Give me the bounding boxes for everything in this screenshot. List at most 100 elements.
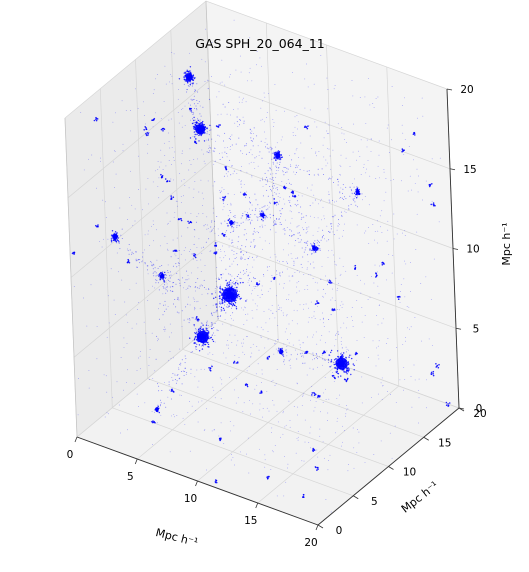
gas-particle bbox=[201, 328, 203, 331]
gas-particle bbox=[338, 309, 340, 311]
gas-particle bbox=[306, 63, 307, 65]
gas-particle bbox=[179, 282, 181, 284]
gas-particle bbox=[127, 369, 129, 371]
gas-particle bbox=[378, 304, 380, 306]
gas-particle bbox=[395, 401, 397, 403]
gas-particle bbox=[211, 327, 213, 330]
gas-particle bbox=[160, 117, 162, 119]
gas-particle bbox=[284, 426, 286, 428]
gas-particle bbox=[252, 299, 254, 301]
gas-particle bbox=[179, 394, 181, 396]
gas-particle bbox=[220, 422, 222, 424]
gas-particle bbox=[227, 215, 229, 217]
gas-particle bbox=[144, 249, 146, 251]
gas-particle bbox=[387, 220, 389, 222]
gas-particle bbox=[219, 286, 221, 288]
gas-particle bbox=[225, 173, 227, 175]
gas-particle bbox=[271, 148, 273, 150]
gas-particle bbox=[194, 119, 196, 121]
gas-particle bbox=[336, 350, 339, 352]
gas-particle bbox=[231, 263, 233, 265]
gas-particle bbox=[322, 402, 324, 403]
gas-particle bbox=[153, 264, 155, 266]
gas-particle bbox=[358, 431, 360, 433]
gas-particle bbox=[218, 91, 220, 93]
gas-particle bbox=[298, 165, 299, 167]
gas-particle bbox=[286, 167, 288, 169]
gas-particle bbox=[284, 455, 286, 457]
gas-particle bbox=[270, 149, 272, 151]
gas-particle bbox=[283, 495, 285, 497]
gas-particle bbox=[96, 325, 98, 327]
gas-particle bbox=[306, 268, 308, 270]
gas-particle bbox=[235, 143, 237, 145]
gas-particle bbox=[416, 117, 418, 119]
gas-particle bbox=[105, 217, 107, 218]
gas-particle bbox=[410, 291, 411, 293]
gas-particle bbox=[288, 342, 290, 344]
gas-particle bbox=[207, 80, 209, 82]
gas-particle bbox=[347, 371, 349, 373]
gas-particle bbox=[290, 183, 292, 185]
gas-particle bbox=[330, 349, 333, 352]
gas-particle bbox=[183, 179, 185, 181]
gas-particle bbox=[161, 390, 163, 391]
gas-particle bbox=[183, 250, 185, 252]
gas-particle bbox=[240, 71, 242, 73]
gas-particle bbox=[381, 399, 383, 401]
gas-particle bbox=[324, 218, 325, 220]
gas-particle bbox=[381, 377, 383, 379]
gas-particle bbox=[205, 28, 207, 30]
gas-particle bbox=[228, 285, 231, 288]
gas-particle bbox=[234, 283, 236, 285]
gas-particle bbox=[263, 274, 264, 275]
gas-particle bbox=[311, 148, 313, 150]
gas-particle bbox=[282, 261, 284, 262]
gas-particle bbox=[196, 100, 198, 101]
gas-particle bbox=[247, 281, 249, 283]
gas-particle bbox=[331, 372, 333, 373]
gas-particle bbox=[322, 295, 323, 297]
gas-particle bbox=[272, 214, 274, 216]
gas-particle bbox=[298, 224, 300, 226]
gas-particle bbox=[249, 201, 251, 203]
gas-particle bbox=[239, 277, 241, 279]
gas-particle bbox=[286, 314, 288, 316]
gas-particle bbox=[167, 132, 169, 134]
gas-particle bbox=[252, 145, 254, 147]
gas-particle bbox=[176, 272, 178, 274]
gas-particle bbox=[393, 179, 395, 181]
gas-particle bbox=[345, 351, 347, 353]
gas-particle bbox=[165, 292, 167, 294]
gas-particle bbox=[276, 259, 278, 261]
gas-particle bbox=[269, 256, 271, 258]
gas-particle bbox=[336, 358, 338, 360]
gas-particle bbox=[165, 165, 167, 167]
gas-particle bbox=[220, 274, 222, 276]
gas-particle bbox=[256, 285, 258, 287]
gas-particle bbox=[181, 109, 182, 111]
gas-particle bbox=[228, 281, 230, 283]
gas-particle bbox=[242, 351, 244, 353]
gas-particle bbox=[243, 338, 245, 340]
gas-particle bbox=[214, 181, 216, 183]
gas-particle bbox=[167, 272, 169, 273]
gas-particle bbox=[401, 124, 403, 126]
gas-particle bbox=[160, 414, 162, 416]
gas-particle bbox=[286, 328, 288, 330]
gas-particle bbox=[200, 115, 202, 117]
gas-particle bbox=[248, 72, 250, 74]
gas-particle bbox=[127, 219, 129, 220]
gas-particle bbox=[278, 150, 281, 153]
gas-particle bbox=[229, 210, 231, 211]
gas-particle bbox=[228, 238, 230, 240]
gas-particle bbox=[341, 354, 344, 356]
gas-particle bbox=[327, 108, 329, 110]
gas-particle bbox=[239, 451, 241, 453]
gas-particle bbox=[411, 406, 413, 408]
gas-particle bbox=[300, 142, 302, 144]
gas-particle bbox=[108, 413, 109, 415]
gas-particle bbox=[245, 196, 246, 198]
gas-particle bbox=[293, 406, 295, 407]
gas-particle bbox=[186, 71, 188, 73]
